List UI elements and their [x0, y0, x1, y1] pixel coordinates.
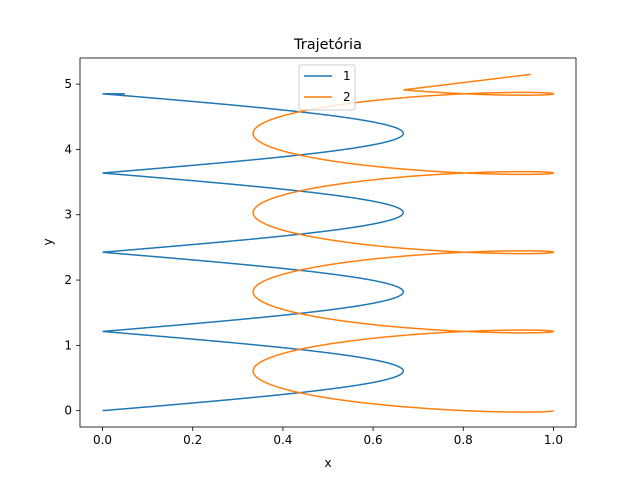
chart-title: Trajetória	[293, 37, 362, 53]
y-axis-label: y	[41, 238, 55, 245]
legend-label-2: 2	[343, 90, 351, 104]
x-axis-label: x	[324, 456, 331, 470]
x-tick-label: 0.8	[454, 433, 473, 447]
y-tick-label: 5	[64, 77, 72, 91]
legend: 12	[298, 64, 356, 111]
y-tick-label: 1	[64, 338, 72, 352]
series-line-1	[102, 93, 405, 412]
y-tick-label: 3	[64, 208, 72, 222]
axes-frame	[79, 57, 577, 428]
x-tick-label: 0.0	[93, 433, 112, 447]
y-tick-label: 2	[64, 273, 72, 287]
plot-area	[102, 73, 555, 413]
x-tick-label: 0.4	[273, 433, 292, 447]
y-tick-label: 4	[64, 142, 72, 156]
x-tick-label: 1.0	[544, 433, 563, 447]
x-tick-label: 0.2	[183, 433, 202, 447]
legend-label-1: 1	[343, 69, 351, 83]
y-tick-label: 0	[64, 404, 72, 418]
y-axis: 0 1 2 3 4 5	[64, 77, 80, 418]
series-line-2	[252, 73, 555, 413]
x-axis: 0.0 0.2 0.4 0.6 0.8 1.0	[93, 427, 563, 447]
x-tick-label: 0.6	[364, 433, 383, 447]
